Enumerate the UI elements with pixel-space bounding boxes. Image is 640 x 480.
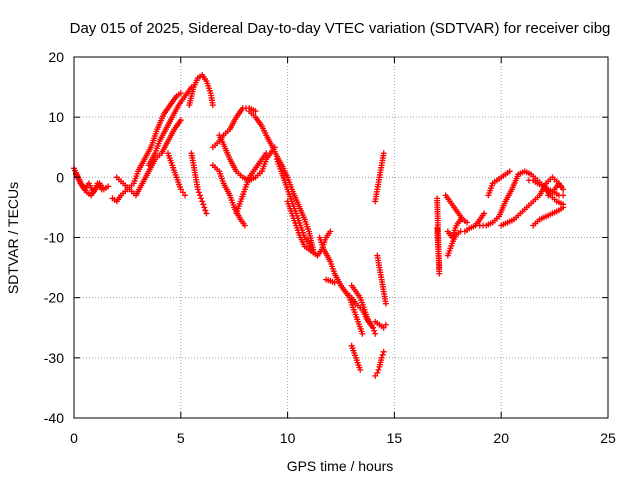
- chart-title: Day 015 of 2025, Sidereal Day-to-day VTE…: [70, 20, 611, 37]
- x-tick-label: 15: [387, 430, 403, 446]
- grid-lines: [74, 57, 608, 418]
- data-point: [372, 372, 379, 379]
- y-tick-label: 0: [56, 169, 64, 185]
- y-axis-label: SDTVAR / TECUs: [5, 182, 21, 294]
- data-point: [378, 354, 385, 361]
- data-point: [199, 198, 206, 205]
- data-point: [357, 366, 364, 373]
- data-point: [263, 150, 270, 157]
- data-point: [331, 279, 338, 286]
- y-tick-label: 10: [48, 109, 64, 125]
- data-point: [380, 348, 387, 355]
- data-point: [177, 186, 184, 193]
- data-point: [241, 222, 248, 229]
- y-tick-label: -20: [44, 290, 64, 306]
- data-point: [98, 186, 105, 193]
- data-point: [436, 270, 443, 277]
- data-point: [464, 219, 471, 226]
- data-point: [314, 252, 321, 259]
- data-point: [194, 186, 201, 193]
- data-point: [105, 183, 112, 190]
- y-tick-label: -10: [44, 230, 64, 246]
- data-point: [560, 192, 567, 199]
- data-point: [382, 300, 389, 307]
- data-point: [436, 264, 443, 271]
- data-point: [182, 192, 189, 199]
- data-point: [370, 324, 377, 331]
- data-point: [198, 195, 205, 202]
- data-point: [380, 150, 387, 157]
- data-point: [372, 330, 379, 337]
- data-points: [71, 72, 567, 379]
- data-point: [359, 330, 366, 337]
- data-point: [560, 204, 567, 211]
- data-point: [327, 228, 334, 235]
- data-point: [197, 192, 204, 199]
- data-point: [380, 324, 387, 331]
- data-point: [374, 369, 381, 376]
- data-point: [457, 216, 464, 223]
- data-point: [195, 189, 202, 196]
- data-point: [203, 210, 210, 217]
- x-tick-label: 20: [493, 430, 509, 446]
- data-point: [177, 117, 184, 124]
- axis-ticks: 0 5 10 15 20 25 -40 -30 -20 -10 0 10 20: [44, 49, 616, 446]
- data-point: [201, 204, 208, 211]
- data-point: [375, 366, 382, 373]
- data-point: [252, 108, 259, 115]
- data-point: [382, 321, 389, 328]
- y-tick-label: -30: [44, 350, 64, 366]
- data-point: [555, 180, 562, 187]
- data-point: [481, 210, 488, 217]
- x-tick-label: 25: [600, 430, 616, 446]
- data-point: [379, 351, 386, 358]
- data-point: [200, 201, 207, 208]
- data-point: [371, 327, 378, 334]
- x-axis-label: GPS time / hours: [287, 458, 394, 474]
- data-point: [506, 168, 513, 175]
- data-point: [560, 186, 567, 193]
- data-point: [209, 102, 216, 109]
- y-tick-label: -40: [44, 410, 64, 426]
- data-point: [179, 189, 186, 196]
- y-tick-label: 20: [48, 49, 64, 65]
- data-point: [558, 183, 565, 190]
- x-tick-label: 5: [177, 430, 185, 446]
- x-tick-label: 10: [280, 430, 296, 446]
- data-point: [202, 207, 209, 214]
- data-point: [177, 90, 184, 97]
- x-tick-label: 0: [70, 430, 78, 446]
